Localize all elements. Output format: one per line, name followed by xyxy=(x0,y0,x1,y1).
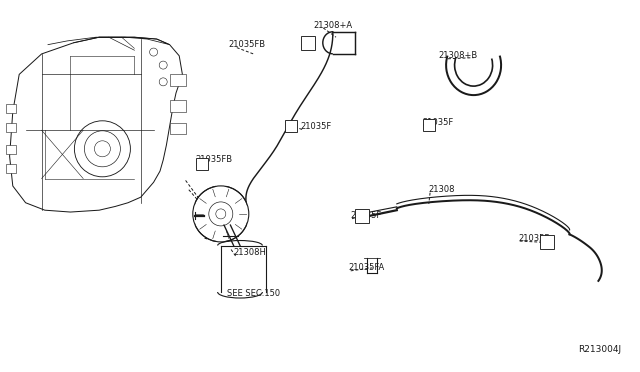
Polygon shape xyxy=(10,37,182,212)
Circle shape xyxy=(193,186,249,242)
Text: 21035F: 21035F xyxy=(422,118,454,127)
Bar xyxy=(170,74,186,86)
Bar xyxy=(6,104,16,113)
Bar xyxy=(170,123,186,134)
Text: 21308+A: 21308+A xyxy=(314,21,353,30)
Bar xyxy=(196,158,207,170)
Text: SEE SEC.150: SEE SEC.150 xyxy=(227,289,280,298)
Text: 21035FA: 21035FA xyxy=(349,263,385,272)
Text: 21308: 21308 xyxy=(429,185,455,194)
Text: R213004J: R213004J xyxy=(578,345,621,354)
Text: 21035F: 21035F xyxy=(301,122,332,131)
Bar xyxy=(540,235,554,249)
Bar xyxy=(285,121,297,132)
Text: 21035FB: 21035FB xyxy=(195,155,232,164)
Bar xyxy=(6,145,16,154)
Bar xyxy=(423,119,435,131)
Text: 21305: 21305 xyxy=(204,232,230,241)
Bar xyxy=(6,164,16,173)
Text: 21035FB: 21035FB xyxy=(228,40,266,49)
Bar xyxy=(6,123,16,132)
Bar xyxy=(355,209,369,223)
Text: 21035F: 21035F xyxy=(518,234,550,243)
Bar xyxy=(301,36,315,50)
Bar xyxy=(170,100,186,112)
Text: 21035F: 21035F xyxy=(351,211,382,220)
Text: 21308H: 21308H xyxy=(234,248,266,257)
Text: 21308+B: 21308+B xyxy=(438,51,477,60)
